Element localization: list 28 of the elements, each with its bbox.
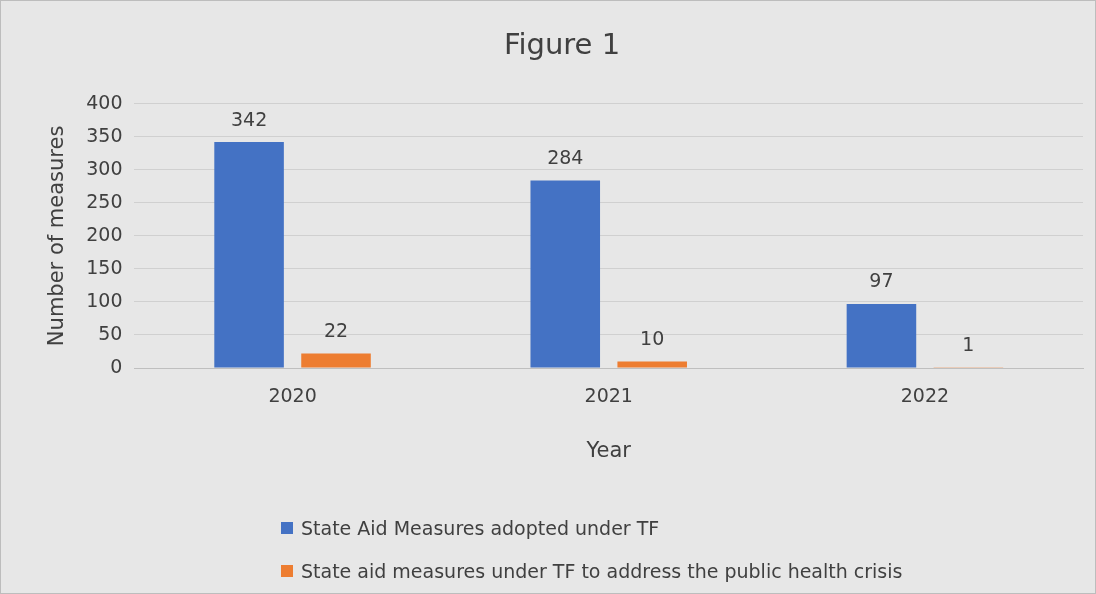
bar (617, 361, 687, 368)
bar (846, 303, 917, 368)
y-tick-label: 350 (86, 123, 123, 146)
x-tick-label: 2022 (900, 384, 950, 407)
chart-title: Figure 1 (503, 26, 621, 61)
data-label: 284 (547, 145, 584, 168)
bar (301, 353, 371, 368)
y-tick-label: 400 (86, 90, 123, 113)
data-label: 97 (869, 269, 894, 292)
y-tick-label: 50 (98, 321, 123, 344)
bar (530, 180, 601, 368)
y-tick-label: 0 (110, 354, 123, 377)
legend-label: State aid measures under TF to address the public health crisis (301, 559, 903, 582)
data-label: 22 (323, 318, 349, 341)
y-tick-label: 250 (86, 189, 123, 212)
data-label: 10 (640, 326, 665, 349)
bar (214, 142, 284, 368)
x-axis-title: Year (585, 437, 632, 462)
data-label: 1 (962, 332, 975, 355)
y-tick-label: 150 (86, 255, 123, 278)
y-tick-label: 100 (86, 288, 123, 311)
y-tick-label: 300 (86, 156, 123, 179)
y-tick-label: 200 (86, 222, 123, 245)
data-label: 342 (230, 107, 268, 130)
y-axis-title: Number of measures (44, 125, 69, 347)
x-tick-label: 2020 (268, 384, 317, 407)
legend-label: State Aid Measures adopted under TF (301, 516, 660, 539)
x-tick-label: 2021 (584, 384, 633, 407)
